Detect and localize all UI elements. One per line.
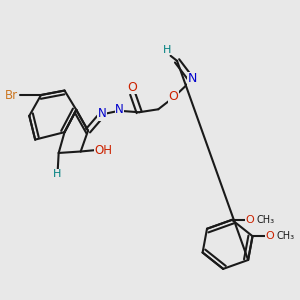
Text: N: N bbox=[98, 107, 107, 120]
Text: O: O bbox=[245, 215, 254, 225]
Text: OH: OH bbox=[94, 143, 112, 157]
Text: O: O bbox=[128, 81, 137, 94]
Text: N: N bbox=[115, 103, 124, 116]
Text: O: O bbox=[266, 231, 274, 241]
Text: N: N bbox=[188, 73, 197, 85]
Text: CH₃: CH₃ bbox=[277, 231, 295, 241]
Text: H: H bbox=[53, 169, 61, 179]
Text: H: H bbox=[163, 45, 171, 55]
Text: Br: Br bbox=[5, 88, 18, 101]
Text: CH₃: CH₃ bbox=[256, 215, 274, 225]
Text: O: O bbox=[169, 90, 178, 103]
